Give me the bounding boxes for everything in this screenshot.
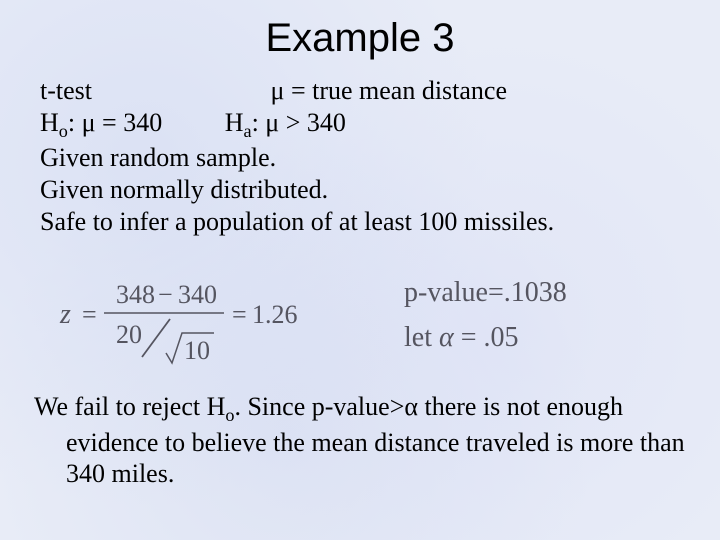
- eq-denom-slash: [142, 319, 170, 357]
- eq-equals2: =: [232, 300, 247, 329]
- eq-denom-top: 20: [116, 320, 142, 349]
- eq-equals1: =: [82, 300, 97, 329]
- mu-definition: μ = true mean distance: [271, 75, 508, 107]
- eq-lhs: z: [59, 299, 71, 330]
- ha-sub: a: [243, 121, 251, 141]
- body-block: t-test μ = true mean distance Ho: μ = 34…: [40, 75, 686, 237]
- eq-num-op: −: [158, 280, 173, 309]
- conclusion-part1: We fail to reject H: [34, 392, 225, 421]
- hypotheses-row: Ho: μ = 340 Ha: μ > 340: [40, 107, 686, 142]
- line-ttest-row: t-test μ = true mean distance: [40, 75, 686, 107]
- eq-num-b: 340: [178, 280, 217, 309]
- eq-denom-bot: 10: [184, 336, 210, 365]
- alpha-line: let α = .05: [404, 316, 567, 361]
- alpha-symbol: α: [439, 322, 454, 353]
- equation-right-column: p-value=.1038 let α = .05: [404, 271, 567, 361]
- h0-label: H: [40, 108, 59, 137]
- alpha-rest: = .05: [454, 322, 519, 353]
- eq-result: 1.26: [252, 300, 298, 329]
- equation-svg: z = 348 − 340 20 10 = 1.26: [54, 261, 314, 371]
- slide: Example 3 t-test μ = true mean distance …: [0, 0, 720, 540]
- ha-wrapper: Ha: μ > 340: [225, 107, 346, 142]
- ttest-label: t-test: [40, 76, 92, 105]
- h0-rest: : μ = 340: [68, 108, 162, 137]
- eq-num-a: 348: [116, 280, 155, 309]
- slide-title: Example 3: [34, 0, 686, 71]
- alpha-prefix: let: [404, 322, 439, 353]
- equation-row: z = 348 − 340 20 10 = 1.26: [54, 261, 686, 371]
- pvalue-line: p-value=.1038: [404, 271, 567, 316]
- h0-sub: o: [59, 121, 68, 141]
- given-3: Safe to infer a population of at least 1…: [40, 206, 686, 238]
- given-1: Given random sample.: [40, 142, 686, 174]
- ha-label: H: [225, 108, 244, 137]
- ha-rest: : μ > 340: [252, 108, 346, 137]
- conclusion: We fail to reject Ho. Since p-value>α th…: [34, 391, 686, 490]
- given-2: Given normally distributed.: [40, 174, 686, 206]
